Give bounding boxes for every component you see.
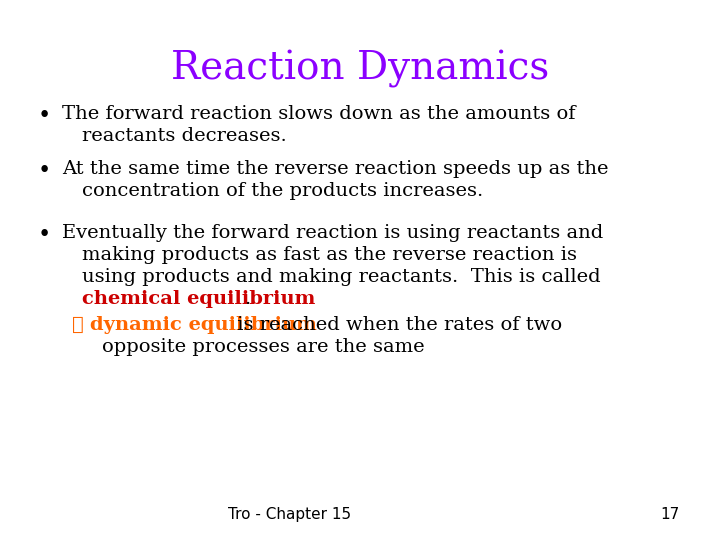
Text: opposite processes are the same: opposite processes are the same	[102, 338, 425, 356]
Text: •: •	[38, 160, 51, 182]
Text: chemical equilibrium: chemical equilibrium	[82, 290, 315, 308]
Text: Eventually the forward reaction is using reactants and: Eventually the forward reaction is using…	[62, 224, 603, 242]
Text: •: •	[38, 105, 51, 127]
Text: 17: 17	[661, 507, 680, 522]
Text: using products and making reactants.  This is called: using products and making reactants. Thi…	[82, 268, 600, 286]
Text: is reached when the rates of two: is reached when the rates of two	[231, 316, 562, 334]
Text: •: •	[38, 224, 51, 246]
Text: Tro - Chapter 15: Tro - Chapter 15	[228, 507, 351, 522]
Text: dynamic equilibrium: dynamic equilibrium	[90, 316, 317, 334]
Text: concentration of the products increases.: concentration of the products increases.	[82, 182, 483, 200]
Text: The forward reaction slows down as the amounts of: The forward reaction slows down as the a…	[62, 105, 575, 123]
Text: making products as fast as the reverse reaction is: making products as fast as the reverse r…	[82, 246, 577, 264]
Text: reactants decreases.: reactants decreases.	[82, 127, 287, 145]
Text: At the same time the reverse reaction speeds up as the: At the same time the reverse reaction sp…	[62, 160, 608, 178]
Text: .: .	[244, 290, 251, 308]
Text: Reaction Dynamics: Reaction Dynamics	[171, 50, 549, 88]
Text: ✓: ✓	[72, 316, 84, 334]
